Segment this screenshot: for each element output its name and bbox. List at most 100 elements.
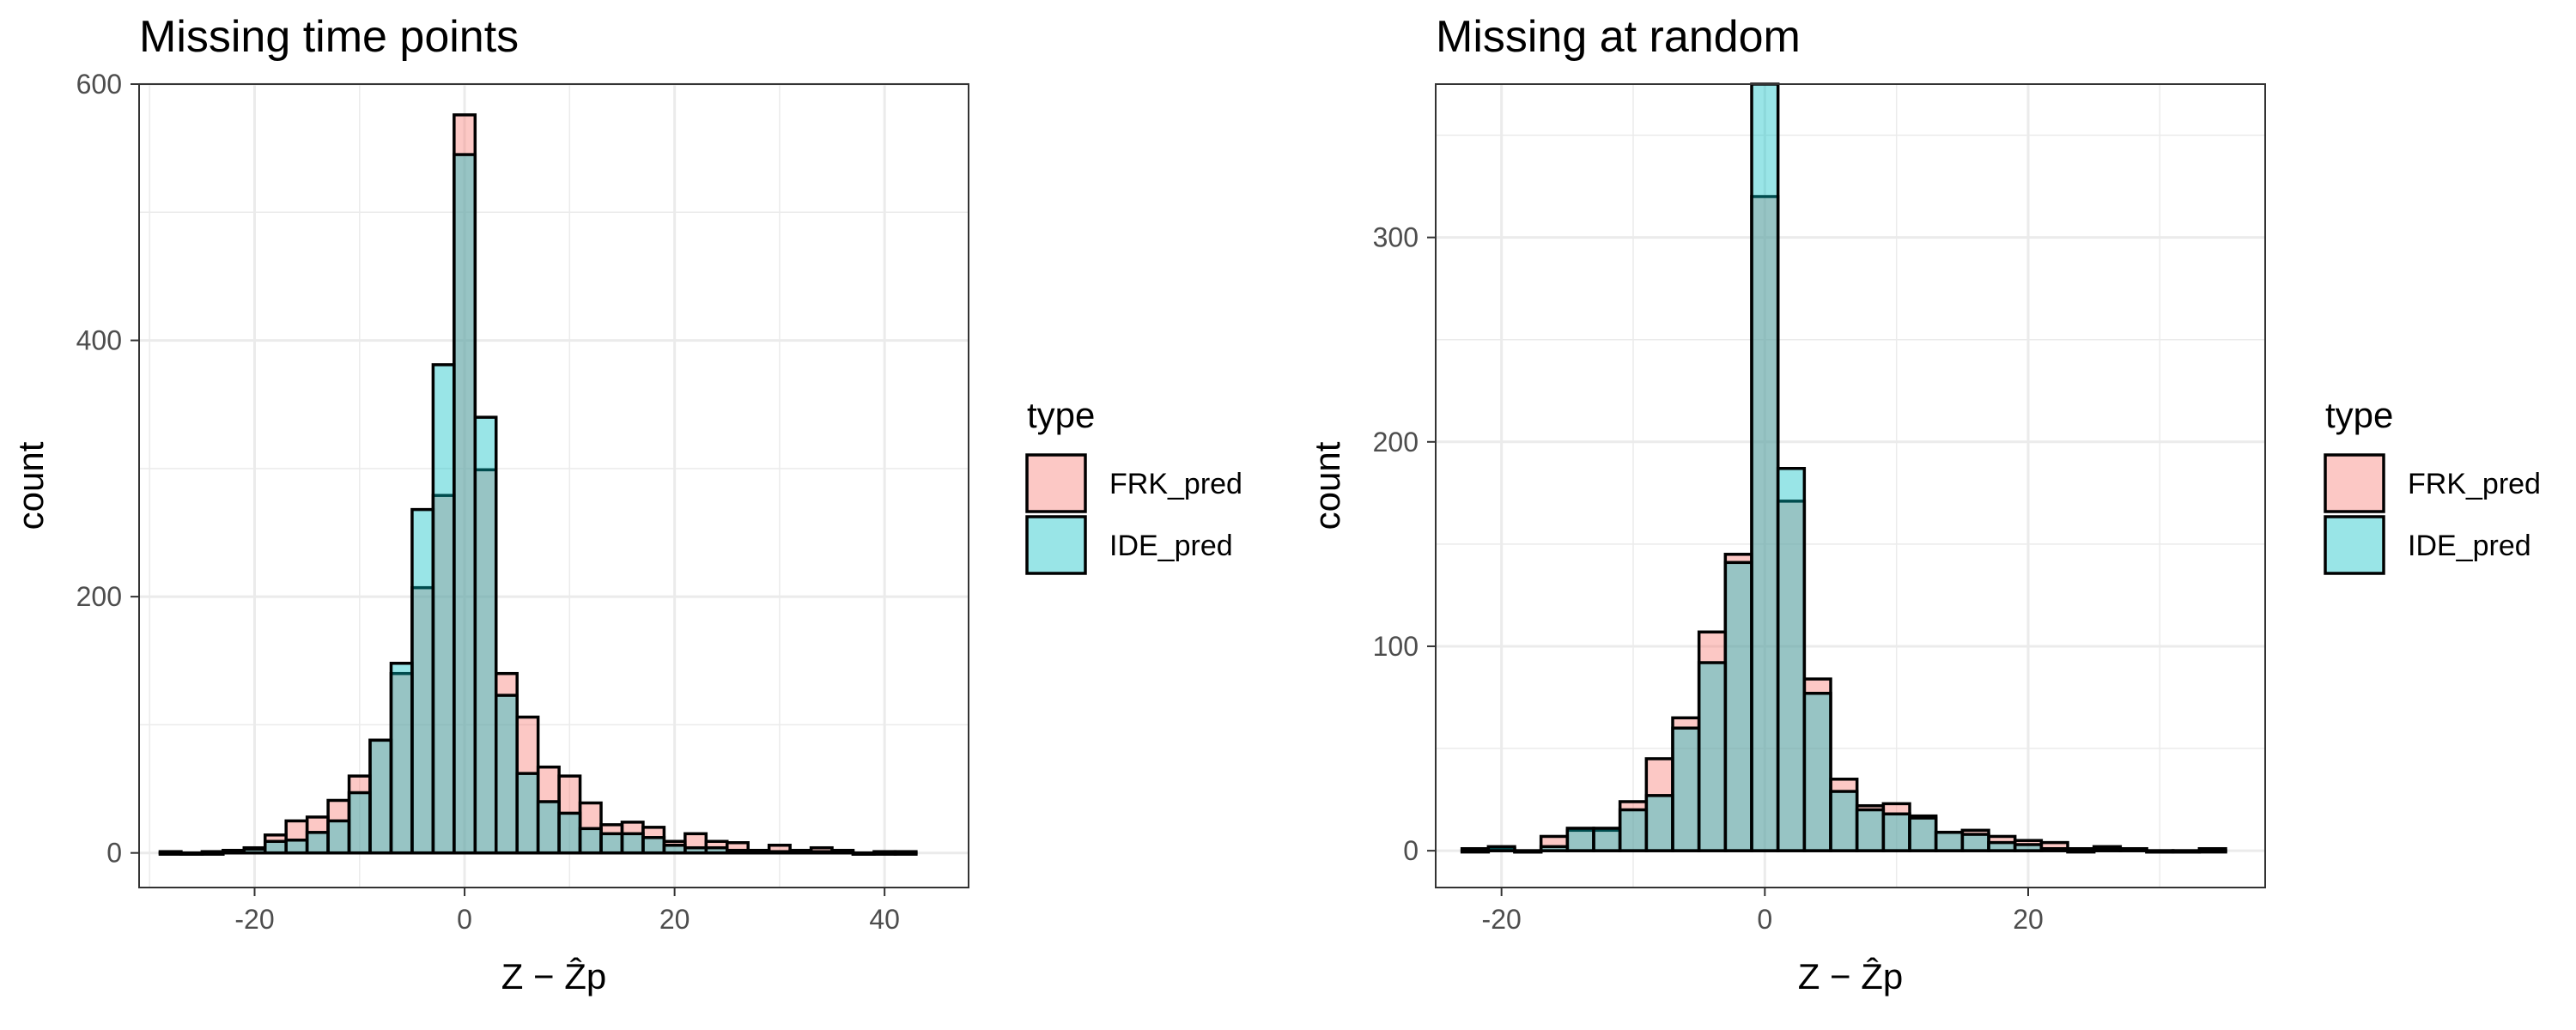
legend-label: FRK_pred <box>2408 468 2541 500</box>
bar-IDE_pred <box>1460 846 1491 852</box>
bar-IDE_pred <box>557 811 582 855</box>
bar-IDE_pred <box>284 839 309 855</box>
bar-IDE_pred <box>2118 846 2148 852</box>
bar-IDE_pred <box>1802 691 1832 852</box>
bar-IDE_pred <box>1855 808 1886 852</box>
bar-IDE_pred <box>473 415 498 855</box>
bar-IDE_pred <box>410 507 435 855</box>
series-IDE_pred <box>1460 82 2227 854</box>
y-tick-label: 400 <box>76 325 122 356</box>
x-tick-label: -20 <box>234 904 274 935</box>
bar-IDE_pred <box>641 836 666 855</box>
y-tick-label: 200 <box>76 581 122 612</box>
bar-IDE_pred <box>1671 726 1701 852</box>
x-axis-title: Z − Ẑp <box>1798 956 1904 997</box>
bar-IDE_pred <box>746 850 771 855</box>
bar-IDE_pred <box>1960 833 1990 852</box>
chart-title: Missing at random <box>1436 12 1801 62</box>
legend: type FRK_pred IDE_pred <box>1025 395 1242 575</box>
minor-gridlines <box>139 84 969 888</box>
bar-IDE_pred <box>1908 816 1938 852</box>
bar-IDE_pred <box>1934 830 1965 852</box>
bar-IDE_pred <box>536 800 561 855</box>
bar-IDE_pred <box>662 843 687 855</box>
x-tick-label: 0 <box>457 904 472 935</box>
legend-label: FRK_pred <box>1109 468 1242 500</box>
bar-IDE_pred <box>1486 845 1516 852</box>
bar-IDE_pred <box>2066 849 2096 854</box>
legend-label: IDE_pred <box>2408 530 2531 562</box>
bar-IDE_pred <box>809 850 834 855</box>
bar-FRK_pred <box>536 765 561 855</box>
bar-IDE_pred <box>200 850 225 855</box>
y-tick-label: 0 <box>1403 835 1419 866</box>
panel-border <box>1435 83 2266 888</box>
bar-IDE_pred <box>1592 827 1622 852</box>
bar-IDE_pred <box>326 819 351 855</box>
bars <box>158 113 918 856</box>
bar-IDE_pred <box>599 832 624 855</box>
bar-IDE_pred <box>1987 840 2017 852</box>
bar-IDE_pred <box>1750 82 1780 852</box>
bar-IDE_pred <box>347 791 372 855</box>
legend-title: type <box>2325 395 2393 435</box>
bar-IDE_pred <box>788 850 813 855</box>
plot-panel <box>139 84 969 888</box>
bar-IDE_pred <box>726 848 750 855</box>
bar-IDE_pred <box>767 850 792 855</box>
y-tick-label: 100 <box>1373 631 1419 662</box>
y-tick-label: 200 <box>1373 427 1419 457</box>
legend-key-FRK_pred <box>1025 453 1087 513</box>
series-IDE_pred <box>158 153 918 856</box>
bar-IDE_pred <box>2145 849 2175 854</box>
bar-IDE_pred <box>389 662 414 855</box>
bar-IDE_pred <box>2013 843 2044 852</box>
bar-IDE_pred <box>453 153 477 855</box>
bar-IDE_pred <box>179 851 204 856</box>
bar-IDE_pred <box>431 363 456 855</box>
bars <box>1460 82 2227 854</box>
bar-IDE_pred <box>1618 808 1649 852</box>
bar-IDE_pred <box>851 851 876 856</box>
x-axis-title: Z − Ẑp <box>501 956 607 997</box>
x-tick-label: 20 <box>659 904 690 935</box>
bar-IDE_pred <box>1881 812 1911 852</box>
bar-IDE_pred <box>263 839 288 855</box>
bar-IDE_pred <box>1539 845 1570 852</box>
bar-IDE_pred <box>242 847 267 855</box>
bar-IDE_pred <box>683 845 708 855</box>
bar-IDE_pred <box>1513 849 1543 854</box>
legend-title: type <box>1027 395 1095 435</box>
plot-panel <box>1436 84 2265 888</box>
bar-IDE_pred <box>158 850 183 855</box>
bar-IDE_pred <box>1565 827 1595 852</box>
legend-label: IDE_pred <box>1109 530 1233 562</box>
bar-IDE_pred <box>620 832 645 855</box>
minor-gridlines <box>1436 84 2265 888</box>
bar-IDE_pred <box>1723 560 1753 852</box>
bar-IDE_pred <box>494 694 519 855</box>
bar-IDE_pred <box>2039 846 2069 852</box>
bar-IDE_pred <box>1829 790 1859 852</box>
bar-IDE_pred <box>222 848 246 855</box>
chart-title: Missing time points <box>139 12 519 62</box>
bar-IDE_pred <box>515 772 540 855</box>
y-tick-label: 0 <box>106 838 122 869</box>
legend-key-IDE_pred <box>1025 515 1087 575</box>
bar-IDE_pred <box>1776 467 1807 852</box>
x-tick-label: 20 <box>2013 904 2044 935</box>
panel-border <box>138 83 969 888</box>
bar-IDE_pred <box>872 850 897 855</box>
bar-IDE_pred <box>578 827 603 855</box>
bar-IDE_pred <box>830 850 855 855</box>
y-tick-label: 300 <box>1373 222 1419 253</box>
legend-key-FRK_pred <box>2324 453 2385 513</box>
legend-key-IDE_pred <box>2324 515 2385 575</box>
x-tick-label: -20 <box>1482 904 1522 935</box>
